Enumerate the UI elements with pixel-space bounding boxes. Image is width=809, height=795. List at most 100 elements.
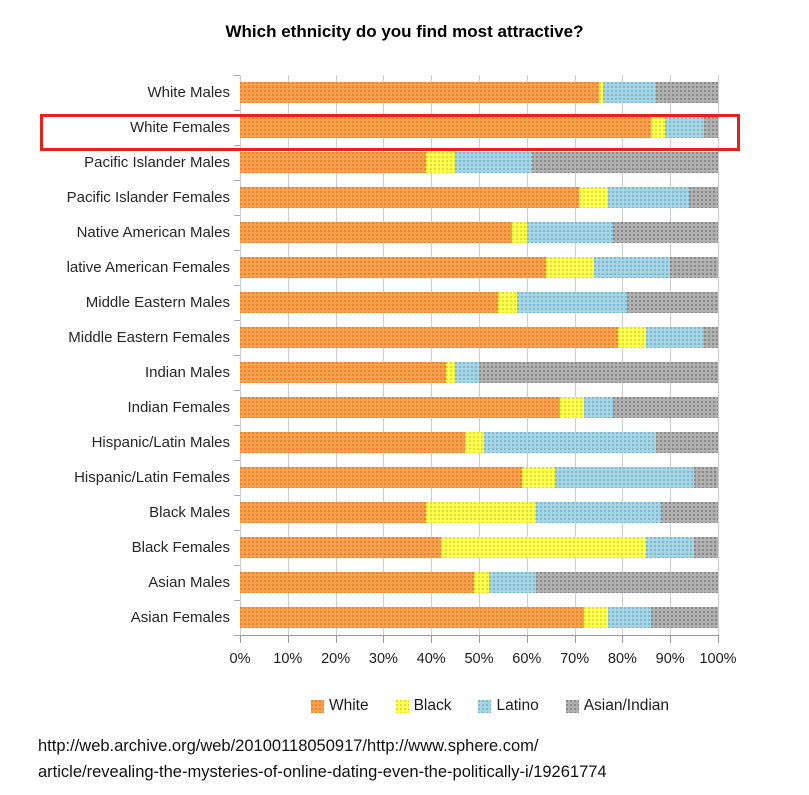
x-axis-tick: [287, 635, 289, 643]
bar-segment-latino: [455, 152, 532, 173]
bar-segment-black: [426, 152, 456, 173]
bar-segment-black: [464, 432, 484, 453]
category-label: Black Females: [131, 539, 230, 556]
category-label: Indian Females: [127, 399, 230, 416]
bar-segment-white: [240, 502, 427, 523]
y-axis-tick: [234, 460, 240, 461]
bar-track: [240, 292, 718, 313]
y-axis-tick: [234, 75, 240, 76]
chart-row: Pacific Islander Females: [0, 180, 740, 215]
bar-segment-latino: [488, 572, 537, 593]
x-axis-tick: [622, 635, 624, 643]
chart-row: Indian Males: [0, 355, 740, 390]
y-axis-tick: [234, 180, 240, 181]
bar-segment-latino: [608, 607, 652, 628]
bar-segment-latino: [584, 397, 613, 418]
gridlines: [234, 75, 719, 636]
x-axis-tick: [383, 635, 385, 643]
bar-segment-asian-indian: [627, 292, 718, 313]
y-axis-tick: [234, 215, 240, 216]
x-axis-tick-label: 10%: [273, 651, 303, 667]
bar-track: [240, 502, 718, 523]
chart-row: White Females: [0, 110, 740, 145]
bar-segment-latino: [603, 82, 656, 103]
bar-segment-white: [240, 82, 599, 103]
x-axis-labels: 0% 10% 20% 30% 40% 50% 60% 70% 80% 90% 100%: [230, 645, 737, 667]
legend-item: Latino: [478, 697, 539, 715]
chart-row: Hispanic/Latin Females: [0, 460, 740, 495]
bar-segment-asian-indian: [660, 502, 718, 523]
category-label: Native American Males: [76, 224, 230, 241]
bar-segment-asian-indian: [689, 187, 718, 208]
source-url-line1: http://web.archive.org/web/2010011805091…: [38, 737, 539, 755]
bar-segment-asian-indian: [703, 327, 718, 348]
gridline: [622, 75, 624, 635]
y-axis-tick: [234, 355, 240, 356]
bar-track: [240, 82, 718, 103]
x-axis-tick-label: 30%: [368, 651, 398, 667]
gridline: [431, 75, 433, 635]
bar-segment-black: [440, 537, 647, 558]
x-axis-tick-label: 50%: [464, 651, 494, 667]
category-label: lative American Females: [66, 259, 230, 276]
bar-track: [240, 362, 718, 383]
bar-segment-asian-indian: [478, 362, 718, 383]
bar-segment-asian-indian: [536, 572, 718, 593]
bar-segment-black: [651, 117, 666, 138]
bar-segment-asian-indian: [612, 222, 718, 243]
bar-segment-asian-indian: [651, 607, 718, 628]
category-label: Pacific Islander Males: [84, 154, 230, 171]
bar-track: [240, 222, 718, 243]
chart-row: Hispanic/Latin Males: [0, 425, 740, 460]
chart-row: Native American Males: [0, 215, 740, 250]
y-axis-tick: [234, 320, 240, 321]
gridline: [670, 75, 672, 635]
bar-segment-black: [598, 82, 604, 103]
bar-segment-asian-indian: [694, 467, 718, 488]
y-axis-tick: [234, 110, 240, 111]
gridline: [574, 75, 576, 635]
bar-segment-black: [560, 397, 585, 418]
y-axis-tick: [234, 145, 240, 146]
gridline: [479, 75, 480, 635]
bar-segment-latino: [517, 292, 628, 313]
gridline: [718, 75, 719, 635]
gridline: [240, 75, 241, 635]
x-axis-tick: [574, 635, 576, 643]
y-axis-tick: [234, 390, 240, 391]
y-axis-tick: [234, 530, 240, 531]
source-url: http://web.archive.org/web/2010011805091…: [38, 733, 798, 786]
category-label: Black Males: [149, 504, 230, 521]
bar-segment-black: [579, 187, 609, 208]
legend-item: Black: [395, 697, 452, 715]
x-axis-tick-label: 70%: [560, 651, 590, 667]
legend-item: White: [310, 697, 369, 715]
bar-segment-latino: [646, 327, 704, 348]
x-axis-tick: [718, 635, 719, 643]
bar-track: [240, 152, 718, 173]
bar-segment-white: [240, 537, 441, 558]
bar-segment-latino: [593, 257, 671, 278]
y-axis-tick: [234, 565, 240, 566]
bar-chart: White Males White Females Pacific Islander…: [0, 75, 760, 675]
x-axis-tick: [431, 635, 433, 643]
chart-row: Indian Females: [0, 390, 740, 425]
category-label: Asian Females: [130, 609, 230, 626]
bar-segment-white: [240, 432, 465, 453]
bar-segment-white: [240, 117, 652, 138]
bar-segment-asian-indian: [694, 537, 718, 558]
chart-row: Black Females: [0, 530, 740, 565]
category-label: White Females: [129, 119, 230, 136]
x-axis-tick: [335, 635, 337, 643]
chart-row: White Males: [0, 75, 740, 110]
legend-label: Black: [413, 697, 452, 714]
bar-segment-black: [522, 467, 556, 488]
legend: White Black Latino Asian/Indian: [170, 697, 809, 715]
chart-row: Middle Eastern Females: [0, 320, 740, 355]
y-axis-tick: [234, 600, 240, 601]
source-url-line2: article/revealing-the-mysteries-of-onlin…: [38, 763, 607, 782]
bar-segment-latino: [555, 467, 695, 488]
legend-swatch-black: [395, 699, 409, 713]
bar-segment-white: [240, 607, 585, 628]
bar-segment-latino: [483, 432, 656, 453]
